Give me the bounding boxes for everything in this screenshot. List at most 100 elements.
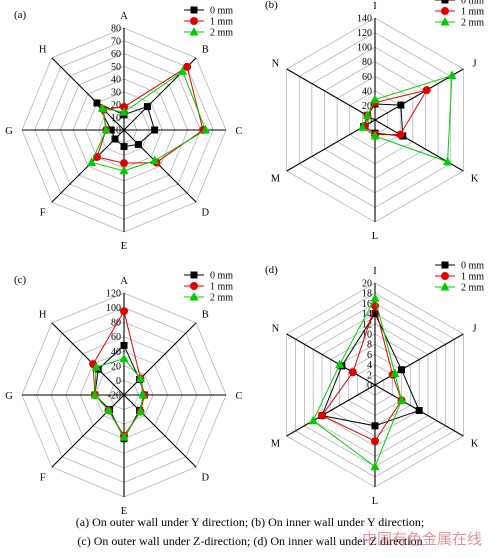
- data-point-C: [151, 126, 159, 134]
- data-point-B: [178, 66, 188, 75]
- data-point-A: [119, 107, 129, 116]
- data-point-L: [371, 422, 379, 430]
- axis-label-M: M: [271, 439, 281, 450]
- tick-label: 120: [357, 28, 372, 39]
- legend-label: 2 mm: [461, 18, 484, 29]
- axis-label-C: C: [235, 126, 242, 137]
- legend-marker: [441, 7, 449, 15]
- axis-label-A: A: [120, 11, 128, 22]
- legend-label: 1 mm: [461, 272, 484, 283]
- axis-spoke-H: [51, 57, 125, 131]
- axis-label-B: B: [202, 310, 209, 321]
- axis-spoke-F: [51, 394, 125, 468]
- legend-marker: [441, 272, 449, 280]
- tick-label: 10: [111, 113, 121, 124]
- axis-label-A: A: [120, 276, 128, 287]
- axis-label-H: H: [39, 310, 47, 321]
- tick-label: 40: [111, 75, 121, 86]
- tick-label: 0: [367, 116, 372, 127]
- legend-marker: [190, 271, 198, 279]
- tick-label: 20: [111, 100, 121, 111]
- legend-marker: [189, 27, 199, 36]
- data-point-C: [201, 125, 211, 134]
- axis-spoke-N: [286, 333, 376, 386]
- data-point-N: [348, 368, 357, 377]
- legend-label: 1 mm: [210, 282, 233, 293]
- tick-label: 8: [367, 340, 372, 351]
- legend-label: 0 mm: [210, 6, 233, 17]
- axis-label-D: D: [202, 207, 210, 218]
- radar-panel-2: I J K L M N 0 20 40 60 80 100 120 140 (b) 0 mm1 mm2 mm: [265, 0, 484, 242]
- axis-label-J: J: [473, 59, 477, 70]
- tick-label: 120: [106, 289, 121, 300]
- axis-label-J: J: [473, 324, 477, 335]
- legend-marker: [190, 17, 198, 25]
- panel-label: (a): [14, 9, 27, 21]
- tick-label: 18: [362, 289, 372, 300]
- data-point-H: [93, 99, 101, 107]
- data-point-I: [370, 94, 380, 104]
- axis-label-K: K: [471, 439, 479, 450]
- data-point-E: [119, 165, 129, 175]
- data-point-I: [370, 293, 380, 302]
- axis-label-G: G: [5, 126, 13, 137]
- axis-label-I: I: [373, 266, 377, 277]
- data-point-I: [371, 310, 379, 318]
- tick-label: 20: [362, 279, 372, 290]
- axis-label-E: E: [121, 506, 127, 517]
- tick-label: 140: [357, 14, 372, 25]
- tick-label: 14: [362, 309, 372, 320]
- data-point-D: [150, 155, 160, 165]
- legend-label: 2 mm: [210, 293, 233, 304]
- legend-marker: [189, 292, 199, 301]
- data-point-B: [143, 103, 151, 111]
- tick-label: 20: [111, 361, 121, 372]
- legend-marker: [441, 0, 449, 4]
- tick-label: 30: [111, 87, 121, 98]
- tick-label: 100: [357, 43, 372, 54]
- data-point-N: [362, 110, 372, 120]
- data-point-F: [111, 135, 119, 143]
- data-point-G: [107, 126, 115, 134]
- data-point-M: [317, 411, 326, 420]
- tick-label: 10: [362, 330, 372, 341]
- axis-label-F: F: [40, 472, 46, 483]
- tick-label: 0: [367, 381, 372, 392]
- data-point-A: [120, 341, 128, 349]
- data-point-J: [447, 70, 457, 80]
- axis-label-I: I: [373, 1, 377, 12]
- tick-label: 60: [111, 332, 121, 343]
- legend-marker: [440, 17, 450, 26]
- caption-line-2: (c) On outer wall under Z-direction; (d)…: [77, 534, 423, 548]
- legend-label: 0 mm: [210, 271, 233, 282]
- axis-label-E: E: [121, 241, 127, 252]
- data-point-G: [101, 125, 111, 134]
- data-point-C: [138, 390, 148, 399]
- data-point-B: [135, 373, 145, 383]
- data-point-A: [120, 307, 128, 316]
- axis-spoke-D: [123, 394, 197, 468]
- data-point-E: [120, 159, 128, 168]
- tick-label: 70: [111, 36, 121, 47]
- legend-marker: [190, 6, 198, 14]
- axis-spoke-N: [286, 68, 376, 121]
- data-point-A: [119, 353, 129, 363]
- axis-label-F: F: [40, 207, 46, 218]
- data-point-D: [134, 140, 142, 148]
- axis-label-L: L: [372, 496, 378, 507]
- legend-label: 0 mm: [461, 0, 484, 7]
- legend-label: 1 mm: [461, 7, 484, 18]
- tick-label: 2: [367, 370, 372, 381]
- axis-label-H: H: [39, 45, 47, 56]
- legend-label: 1 mm: [210, 17, 233, 28]
- axis-spoke-B: [123, 322, 197, 396]
- tick-label: 60: [111, 49, 121, 60]
- data-point-K: [396, 130, 405, 139]
- axis-label-N: N: [272, 59, 280, 70]
- axis-label-D: D: [202, 472, 210, 483]
- data-point-J: [398, 366, 406, 374]
